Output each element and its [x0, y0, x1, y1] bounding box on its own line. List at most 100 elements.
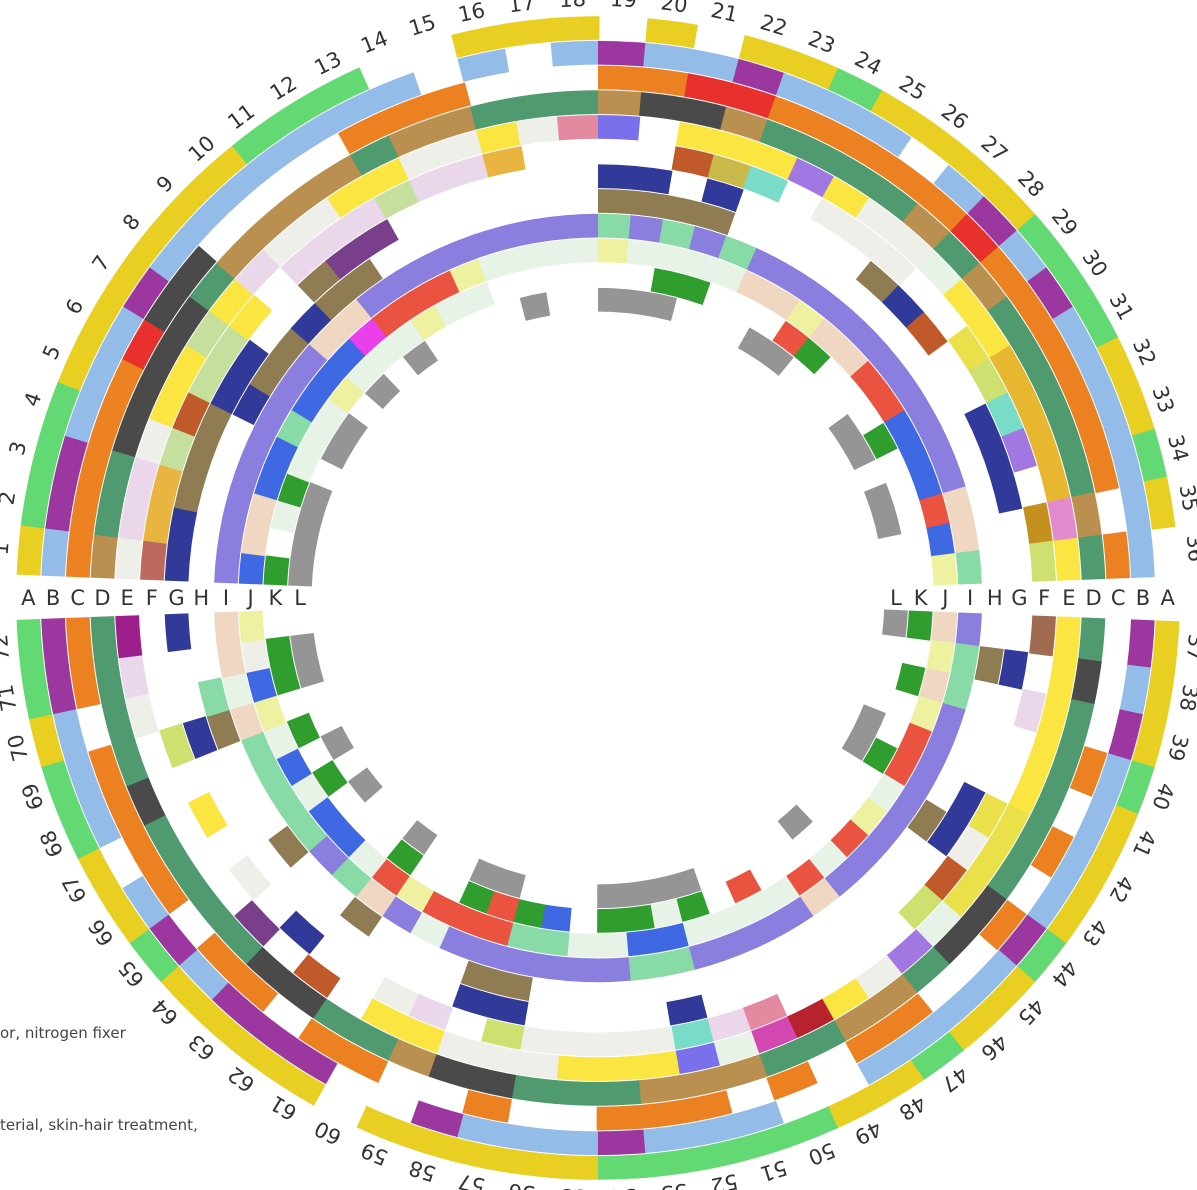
cell-7-E	[186, 310, 230, 358]
cell-23-C	[767, 96, 819, 136]
cell-67-A	[77, 847, 123, 903]
cell-25-I	[774, 262, 815, 301]
cell-35-B	[1119, 481, 1151, 533]
cell-3-F	[149, 463, 183, 508]
cell-67-L	[320, 725, 354, 761]
cell-2-F	[143, 501, 174, 544]
sector-label-55: 55	[559, 1184, 587, 1190]
cell-1-G	[164, 542, 192, 582]
cell-42-C	[1030, 826, 1074, 878]
cell-22-K	[676, 274, 711, 305]
cell-20-G	[632, 165, 673, 195]
cell-50-C	[766, 1061, 818, 1101]
cell-34-L	[872, 507, 902, 539]
cell-20-B	[643, 42, 694, 73]
cell-67-D	[143, 814, 186, 864]
ring-label-K-left: K	[268, 586, 283, 610]
cell-61-J	[395, 875, 435, 912]
ring-label-C-left: C	[70, 586, 85, 610]
cell-5-J	[264, 435, 299, 474]
cell-30-D	[987, 296, 1032, 346]
cell-42-L	[841, 726, 876, 761]
cell-22-C	[726, 82, 777, 119]
cell-21-E	[675, 121, 722, 154]
cell-7-G	[228, 339, 269, 384]
cell-66-K	[312, 760, 348, 797]
cell-20-I	[628, 215, 665, 243]
cell-57-H	[493, 970, 533, 1001]
cell-33-F	[1001, 427, 1037, 473]
cell-55-J	[566, 932, 598, 958]
cell-13-J	[422, 270, 461, 305]
cell-7-B	[123, 266, 170, 320]
cell-40-C	[1069, 746, 1108, 797]
sector-label-57: 57	[456, 1169, 487, 1190]
cell-35-I	[950, 517, 980, 554]
cell-54-K	[597, 907, 627, 933]
cell-31-C	[1031, 319, 1075, 371]
cell-37-B	[1127, 619, 1155, 669]
cell-49-E	[786, 998, 834, 1039]
cell-37-A	[1151, 620, 1180, 673]
cell-67-J	[276, 747, 312, 787]
cell-71-E	[118, 654, 149, 699]
cell-6-G	[210, 370, 250, 415]
cell-6-C	[122, 318, 166, 370]
cell-29-B	[998, 230, 1048, 283]
cell-72-C	[65, 617, 94, 665]
cell-12-K	[410, 305, 447, 341]
cell-56-A	[498, 1147, 551, 1178]
ring-label-B-left: B	[46, 586, 60, 610]
legend-text-fragment-2: terial, skin-hair treatment,	[0, 1116, 198, 1134]
cell-54-A	[596, 1154, 648, 1180]
cell-38-I	[950, 643, 980, 680]
cell-40-D	[1046, 738, 1084, 788]
cell-26-F	[841, 218, 888, 261]
cell-35-F	[1023, 502, 1053, 545]
cell-11-F	[309, 217, 356, 261]
cell-55-B	[549, 1129, 598, 1156]
cell-23-I	[718, 235, 758, 270]
cell-44-D	[960, 885, 1007, 934]
cell-70-E	[125, 692, 159, 739]
cell-22-G	[701, 178, 744, 212]
cell-43-J	[867, 773, 905, 813]
cell-71-B	[45, 663, 77, 715]
cell-62-K	[386, 839, 424, 876]
cell-22-H	[695, 202, 736, 236]
cell-32-E	[1008, 381, 1047, 429]
cell-48-B	[857, 1039, 911, 1085]
cell-62-L	[402, 820, 438, 855]
cell-42-J	[883, 748, 920, 787]
cell-30-C	[1007, 282, 1053, 334]
cell-69-C	[88, 744, 126, 796]
cell-51-K	[675, 891, 710, 923]
sector-label-35: 35	[1175, 483, 1197, 513]
cell-18-J	[567, 238, 599, 264]
cell-34-A	[1131, 428, 1168, 483]
cell-11-I	[356, 279, 397, 318]
cell-38-D	[1071, 658, 1102, 706]
cell-1-A	[16, 523, 45, 576]
cell-13-A	[313, 67, 370, 111]
cell-13-D	[350, 134, 400, 176]
cell-22-J	[682, 250, 719, 282]
cell-65-F	[228, 855, 272, 901]
cell-23-J	[710, 259, 748, 293]
cell-43-H	[907, 799, 947, 842]
cell-57-J	[506, 922, 542, 953]
cell-70-D	[101, 697, 135, 746]
sector-label-9: 9	[152, 171, 179, 197]
cell-37-F	[1029, 615, 1056, 657]
cell-19-C	[598, 65, 645, 92]
sector-label-1: 1	[0, 541, 14, 556]
sector-label-68: 68	[35, 827, 68, 861]
cell-26-K	[772, 320, 810, 357]
cell-41-L	[853, 704, 886, 738]
cell-27-C	[917, 184, 968, 233]
cell-42-G	[946, 781, 986, 826]
cell-64-E	[234, 900, 280, 947]
cell-54-E	[596, 1055, 640, 1082]
cell-9-B	[179, 195, 230, 247]
cell-68-D	[126, 776, 166, 826]
